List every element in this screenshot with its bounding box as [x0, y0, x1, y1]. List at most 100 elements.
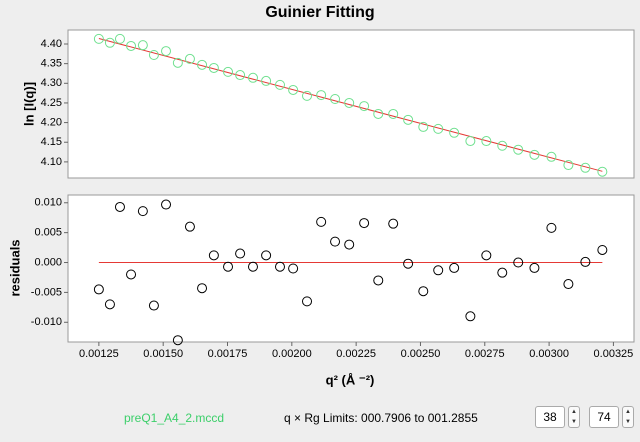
data-point: [388, 108, 399, 119]
data-point: [529, 149, 540, 160]
data-point: [359, 218, 370, 229]
data-point: [208, 250, 219, 261]
data-point: [563, 160, 574, 171]
data-point: [288, 263, 299, 274]
x-axis-label: q² (Å ⁻²): [326, 372, 375, 387]
data-point: [274, 79, 285, 90]
data-point: [184, 53, 195, 64]
data-point: [114, 33, 125, 44]
end-value[interactable]: 74: [589, 406, 619, 428]
data-point: [223, 66, 234, 77]
data-point: [114, 201, 125, 212]
data-point: [104, 37, 115, 48]
data-point: [235, 248, 246, 259]
data-point: [465, 311, 476, 322]
spinner-arrows[interactable]: ▲ ▼: [622, 406, 634, 428]
data-point: [580, 162, 591, 173]
data-point: [330, 94, 341, 105]
y-tick-label: 4.30: [41, 77, 62, 89]
y-axis-label: ln [I(q)]: [21, 82, 36, 126]
data-point: [137, 206, 148, 217]
y-tick-label: 4.15: [41, 136, 62, 148]
data-point: [93, 284, 104, 295]
x-tick-label: 0.00175: [208, 348, 248, 360]
start-spinner[interactable]: 38 ▲ ▼: [535, 405, 580, 429]
y-tick-label: 4.40: [41, 38, 62, 50]
data-point: [208, 62, 219, 73]
data-point: [330, 236, 341, 247]
chart-title: Guinier Fitting: [265, 4, 374, 21]
x-tick-label: 0.00325: [594, 348, 634, 360]
data-point: [449, 127, 460, 138]
data-point: [580, 256, 591, 267]
filename: preQ1_A4_2.mccd: [124, 411, 225, 425]
data-point: [373, 108, 384, 119]
y-tick-label: -0.005: [31, 286, 62, 298]
y-tick-label: 4.35: [41, 58, 62, 70]
data-point: [247, 261, 258, 272]
data-point: [126, 269, 137, 280]
data-point: [344, 239, 355, 250]
data-point: [359, 101, 370, 112]
data-point: [126, 40, 137, 51]
x-tick-label: 0.00125: [79, 348, 119, 360]
plot-area: [67, 194, 635, 343]
fit-line: [98, 38, 603, 172]
data-point: [481, 250, 492, 261]
data-point: [497, 140, 508, 151]
start-value[interactable]: 38: [535, 406, 565, 428]
x-tick-label: 0.00150: [143, 348, 183, 360]
data-point: [449, 262, 460, 273]
y-tick-label: 0.000: [34, 256, 62, 268]
data-point: [148, 49, 159, 60]
data-point: [161, 199, 172, 210]
data-point: [261, 75, 272, 86]
y-axis-label: residuals: [7, 239, 22, 296]
data-point: [172, 57, 183, 68]
data-point: [373, 275, 384, 286]
limits-label: q × Rg Limits: 000.7906 to 001.2855: [284, 411, 478, 425]
data-point: [418, 121, 429, 132]
data-point: [344, 97, 355, 108]
data-point: [137, 40, 148, 51]
data-point: [104, 299, 115, 310]
x-tick-label: 0.00275: [465, 348, 505, 360]
data-point: [302, 90, 313, 101]
data-point: [433, 265, 444, 276]
data-point: [497, 267, 508, 278]
data-point: [235, 70, 246, 81]
x-tick-label: 0.00200: [272, 348, 312, 360]
x-tick-label: 0.00225: [336, 348, 376, 360]
data-point: [546, 151, 557, 162]
data-point: [302, 296, 313, 307]
data-point: [247, 72, 258, 83]
plot-area: [67, 29, 635, 179]
data-point: [316, 90, 327, 101]
data-point: [161, 46, 172, 57]
data-point: [546, 222, 557, 233]
data-point: [403, 114, 414, 125]
data-point: [513, 257, 524, 268]
data-point: [597, 166, 608, 177]
data-point: [261, 250, 272, 261]
y-tick-label: 4.20: [41, 116, 62, 128]
data-point: [465, 136, 476, 147]
data-point: [197, 59, 208, 70]
data-point: [433, 123, 444, 134]
data-point: [148, 300, 159, 311]
data-point: [93, 33, 104, 44]
data-point: [223, 261, 234, 272]
data-point: [288, 84, 299, 95]
chart: Guinier Fitting ln [I(q)] residuals q² (…: [7, 4, 635, 387]
spinner-arrows[interactable]: ▲ ▼: [568, 406, 580, 428]
data-point: [513, 144, 524, 155]
data-point: [197, 283, 208, 294]
y-tick-label: -0.010: [31, 316, 62, 328]
end-spinner[interactable]: 74 ▲ ▼: [589, 405, 634, 429]
data-point: [388, 218, 399, 229]
data-point: [403, 258, 414, 269]
data-point: [184, 221, 195, 232]
data-point: [481, 136, 492, 147]
data-point: [418, 286, 429, 297]
